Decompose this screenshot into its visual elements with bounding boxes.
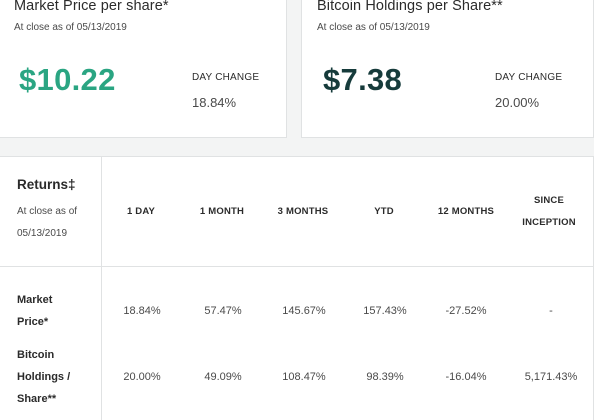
market-price-title: Market Price per share* [14, 0, 169, 14]
row-label-bitcoin-holdings: Bitcoin Holdings / Share** [17, 349, 71, 405]
bitcoin-holdings-card: Bitcoin Holdings per Share** At close as… [301, 0, 594, 138]
returns-as-of: At close as of 05/13/2019 [17, 206, 78, 239]
col-header-since-inception: SINCE INCEPTION [522, 195, 576, 228]
col-header-1-month: 1 MONTH [199, 206, 245, 217]
market-price-value: $10.22 [19, 62, 116, 97]
holdings-title: Bitcoin Holdings per Share** [317, 0, 503, 14]
cell-market-since-inception: - [549, 305, 553, 317]
cell-holdings-ytd: 98.39% [366, 371, 404, 383]
cell-holdings-since-inception: 5,171.43% [524, 371, 578, 383]
market-day-change-label: DAY CHANGE [192, 72, 260, 83]
market-day-change-value: 18.84% [192, 95, 237, 110]
cell-market-1-month: 57.47% [204, 305, 242, 317]
holdings-as-of: At close as of 05/13/2019 [317, 22, 430, 33]
returns-title: Returns‡ [17, 177, 76, 192]
cell-market-ytd: 157.43% [363, 305, 407, 317]
returns-table: Returns‡ At close as of 05/13/2019 1 DAY… [0, 156, 594, 420]
returns-header-row [0, 157, 593, 267]
col-header-ytd: YTD [374, 206, 394, 217]
holdings-day-change-label: DAY CHANGE [495, 72, 563, 83]
market-price-card: Market Price per share* At close as of 0… [0, 0, 287, 138]
row-label-market-price: Market Price* [17, 294, 53, 328]
column-divider [101, 157, 102, 420]
market-price-as-of: At close as of 05/13/2019 [14, 22, 127, 33]
cell-holdings-1-day: 20.00% [123, 371, 161, 383]
col-header-3-months: 3 MONTHS [277, 206, 329, 217]
holdings-value: $7.38 [323, 62, 403, 97]
cell-market-1-day: 18.84% [123, 305, 161, 317]
col-header-1-day: 1 DAY [126, 206, 156, 217]
cell-market-3-months: 145.67% [282, 305, 326, 317]
holdings-day-change-value: 20.00% [495, 95, 540, 110]
cell-holdings-1-month: 49.09% [204, 371, 242, 383]
cell-holdings-12-months: -16.04% [445, 371, 487, 383]
cell-holdings-3-months: 108.47% [282, 371, 326, 383]
cell-market-12-months: -27.52% [445, 305, 487, 317]
col-header-12-months: 12 MONTHS [437, 206, 495, 217]
